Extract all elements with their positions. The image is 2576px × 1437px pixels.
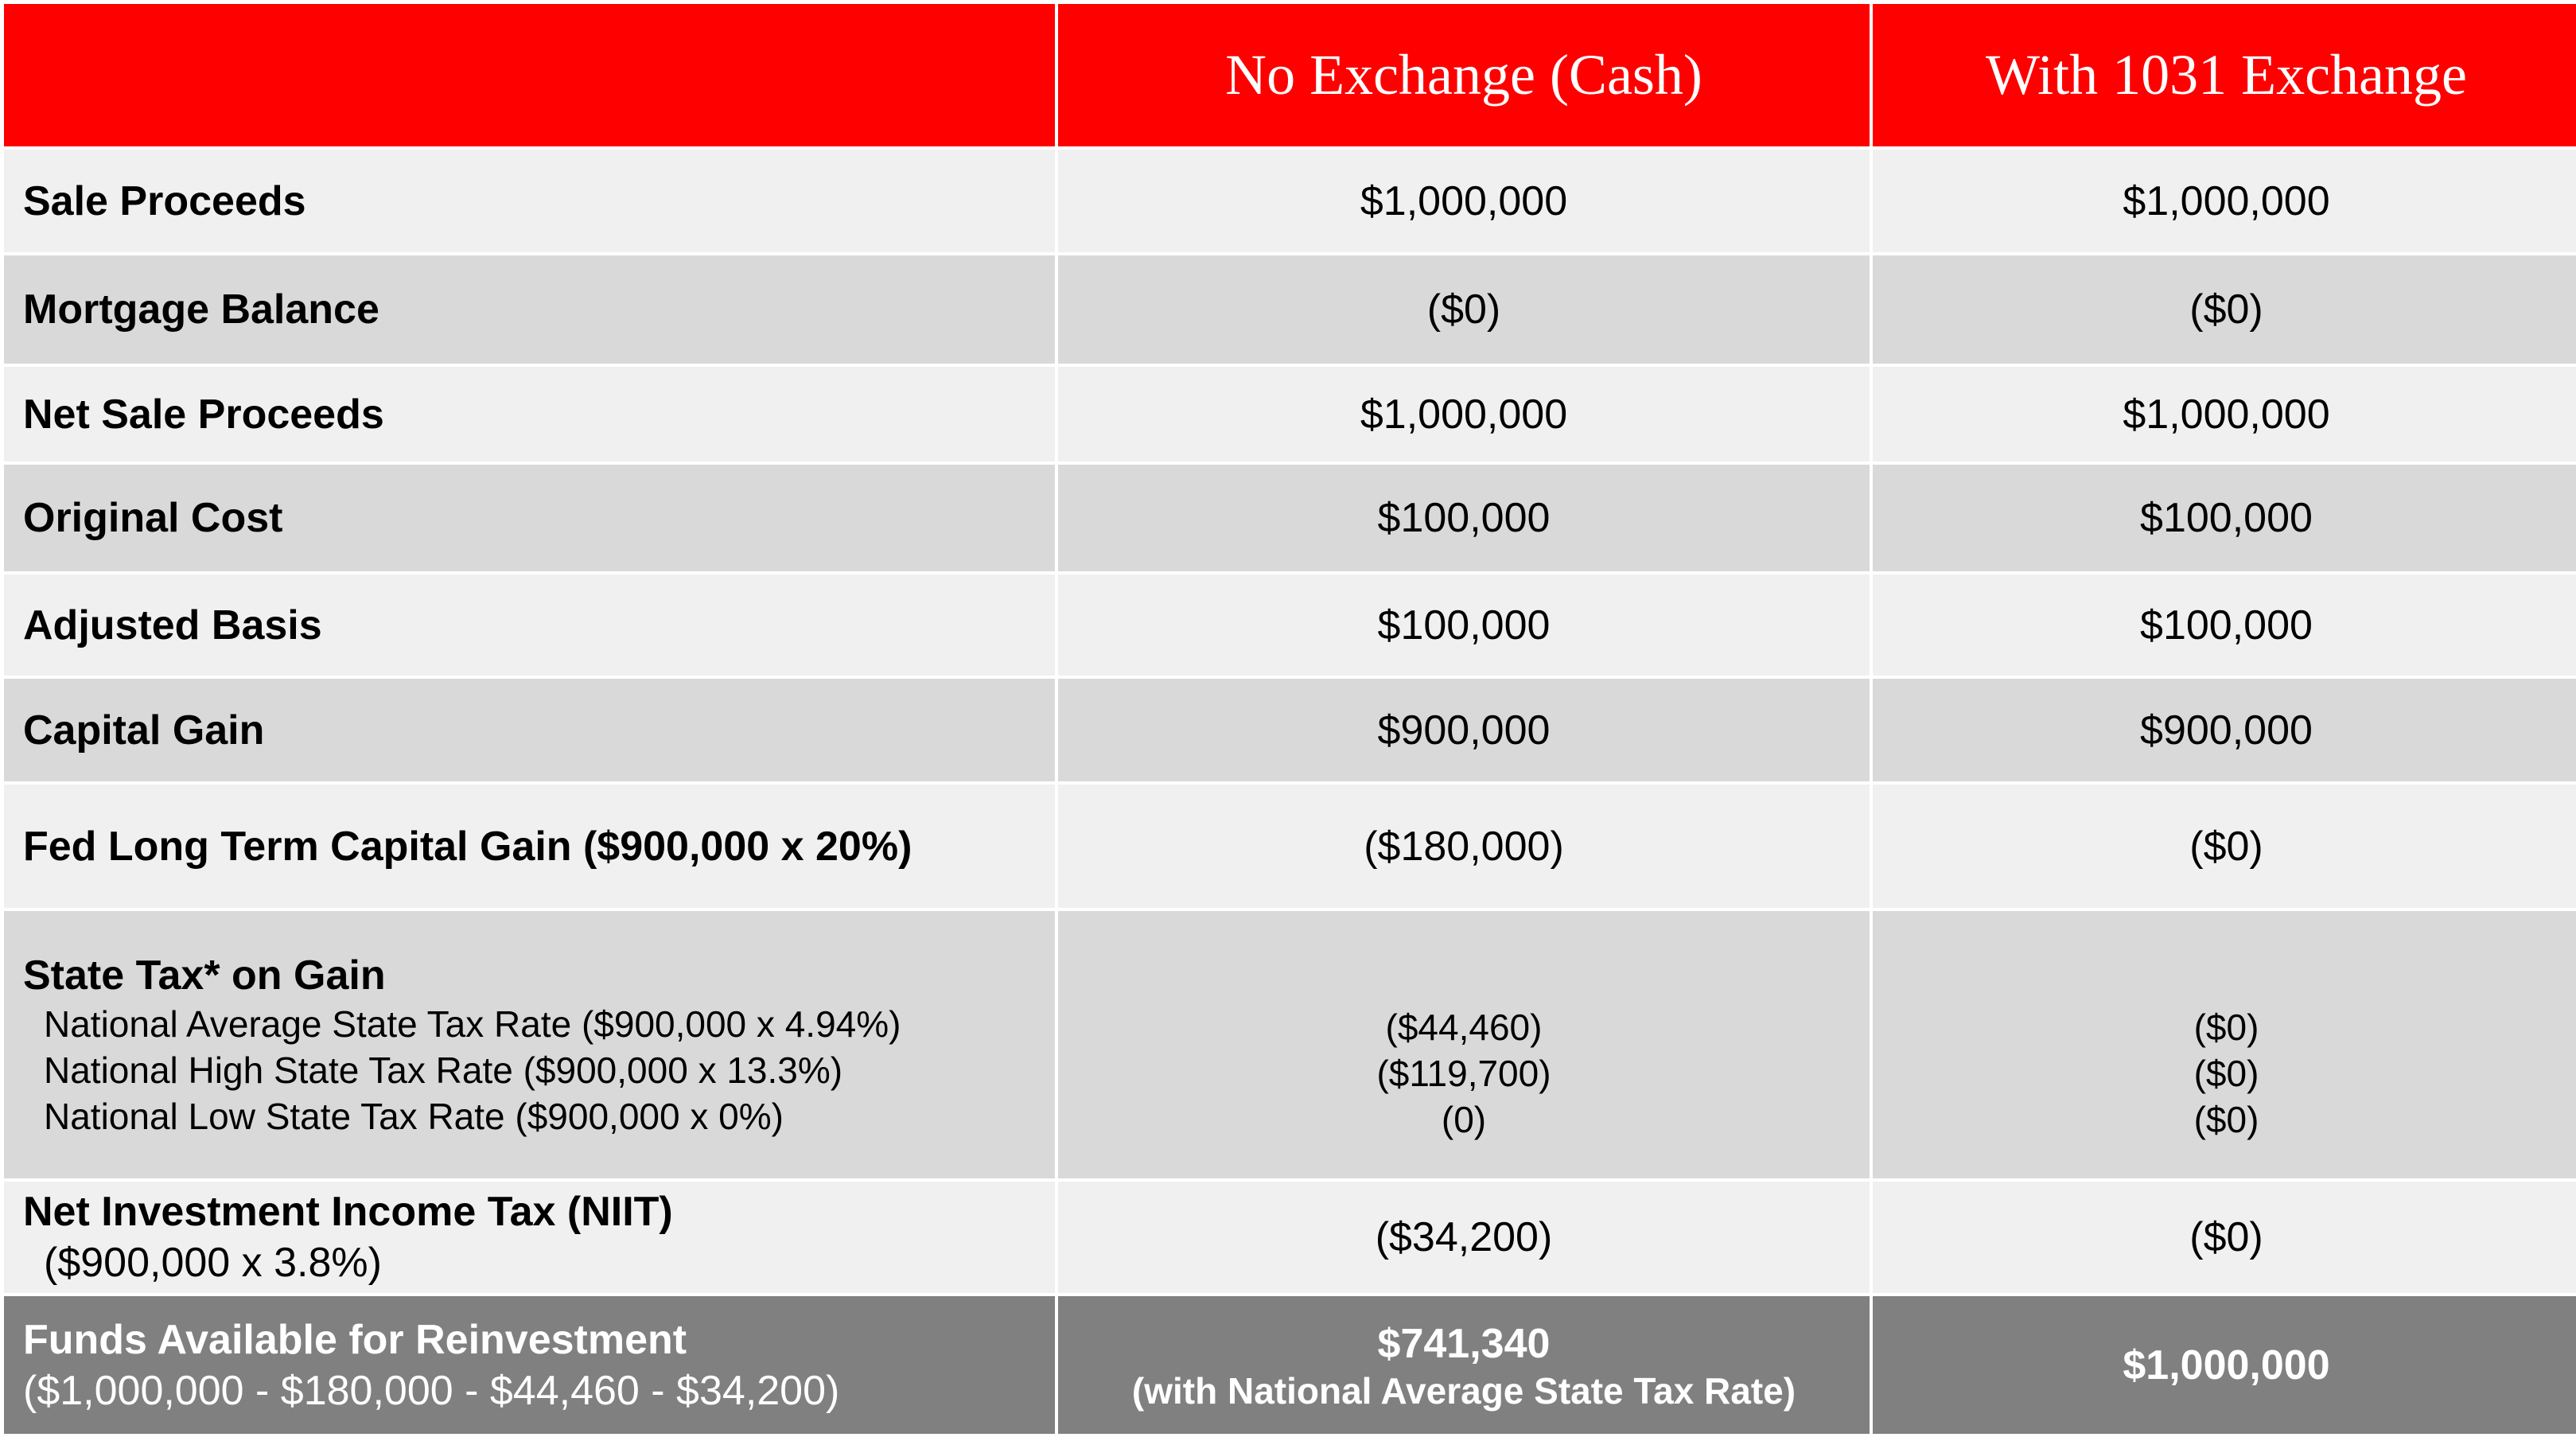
- table-row: Net Sale Proceeds $1,000,000 $1,000,000: [4, 367, 2576, 461]
- table-row: Mortgage Balance ($0) ($0): [4, 255, 2576, 364]
- column-header-with-exchange: With 1031 Exchange: [1873, 4, 2576, 146]
- table-row: Sale Proceeds $1,000,000 $1,000,000: [4, 150, 2576, 252]
- with-exchange-value: $1,000,000: [1873, 150, 2576, 252]
- funds-label-cell: Funds Available for Reinvestment ($1,000…: [4, 1296, 1055, 1434]
- state-tax-low-no-exchange: (0): [1441, 1099, 1487, 1140]
- niit-sublabel: ($900,000 x 3.8%): [44, 1240, 382, 1286]
- table-row: Adjusted Basis $100,000 $100,000: [4, 574, 2576, 676]
- funds-no-exchange-cell: $741,340 (with National Average State Ta…: [1058, 1296, 1870, 1434]
- no-exchange-value: ($0): [1058, 255, 1870, 364]
- funds-with-exchange-value: $1,000,000: [1873, 1296, 2576, 1434]
- funds-label: Funds Available for Reinvestment: [23, 1316, 687, 1363]
- state-tax-row: State Tax* on Gain National Average Stat…: [4, 911, 2576, 1178]
- row-label: Capital Gain: [4, 679, 1055, 781]
- state-tax-average-with-exchange: ($0): [2193, 1007, 2259, 1048]
- with-exchange-value: ($0): [1873, 255, 2576, 364]
- funds-no-exchange-value: $741,340: [1377, 1320, 1551, 1367]
- no-exchange-value: ($180,000): [1058, 785, 1870, 908]
- table-row: Fed Long Term Capital Gain ($900,000 x 2…: [4, 785, 2576, 908]
- state-tax-no-exchange-cell: ($44,460) ($119,700) (0): [1058, 911, 1870, 1178]
- niit-row: Net Investment Income Tax (NIIT) ($900,0…: [4, 1182, 2576, 1293]
- no-exchange-value: $1,000,000: [1058, 150, 1870, 252]
- state-tax-label: State Tax* on Gain: [23, 952, 386, 999]
- with-exchange-value: $100,000: [1873, 465, 2576, 571]
- with-exchange-value: $1,000,000: [1873, 367, 2576, 461]
- state-tax-average-no-exchange: ($44,460): [1385, 1007, 1543, 1048]
- with-exchange-value: $900,000: [1873, 679, 2576, 781]
- row-label: Original Cost: [4, 465, 1055, 571]
- funds-no-exchange-note: (with National Average State Tax Rate): [1131, 1369, 1796, 1412]
- no-exchange-value: $900,000: [1058, 679, 1870, 781]
- niit-no-exchange-value: ($34,200): [1058, 1182, 1870, 1293]
- table-row: Capital Gain $900,000 $900,000: [4, 679, 2576, 781]
- with-exchange-value: $100,000: [1873, 574, 2576, 676]
- niit-with-exchange-value: ($0): [1873, 1182, 2576, 1293]
- header-row: No Exchange (Cash) With 1031 Exchange: [4, 4, 2576, 146]
- row-label: Sale Proceeds: [4, 150, 1055, 252]
- state-tax-high-with-exchange: ($0): [2193, 1053, 2259, 1094]
- state-tax-low-with-exchange: ($0): [2193, 1099, 2259, 1140]
- with-exchange-value: ($0): [1873, 785, 2576, 908]
- row-label: Adjusted Basis: [4, 574, 1055, 676]
- state-tax-label-cell: State Tax* on Gain National Average Stat…: [4, 911, 1055, 1178]
- column-header-no-exchange: No Exchange (Cash): [1058, 4, 1870, 146]
- state-tax-with-exchange-cell: ($0) ($0) ($0): [1873, 911, 2576, 1178]
- header-blank-cell: [4, 4, 1055, 146]
- state-tax-low-label: National Low State Tax Rate ($900,000 x …: [44, 1096, 784, 1137]
- row-label: Mortgage Balance: [4, 255, 1055, 364]
- table-row: Original Cost $100,000 $100,000: [4, 465, 2576, 571]
- niit-label-cell: Net Investment Income Tax (NIIT) ($900,0…: [4, 1182, 1055, 1293]
- row-label: Net Sale Proceeds: [4, 367, 1055, 461]
- no-exchange-value: $100,000: [1058, 465, 1870, 571]
- no-exchange-value: $1,000,000: [1058, 367, 1870, 461]
- row-label: Fed Long Term Capital Gain ($900,000 x 2…: [4, 785, 1055, 908]
- funds-sublabel: ($1,000,000 - $180,000 - $44,460 - $34,2…: [23, 1367, 840, 1414]
- state-tax-high-no-exchange: ($119,700): [1376, 1053, 1551, 1094]
- funds-row: Funds Available for Reinvestment ($1,000…: [4, 1296, 2576, 1434]
- state-tax-average-label: National Average State Tax Rate ($900,00…: [44, 1003, 901, 1045]
- no-exchange-value: $100,000: [1058, 574, 1870, 676]
- niit-label: Net Investment Income Tax (NIIT): [23, 1189, 673, 1235]
- state-tax-high-label: National High State Tax Rate ($900,000 x…: [44, 1050, 843, 1091]
